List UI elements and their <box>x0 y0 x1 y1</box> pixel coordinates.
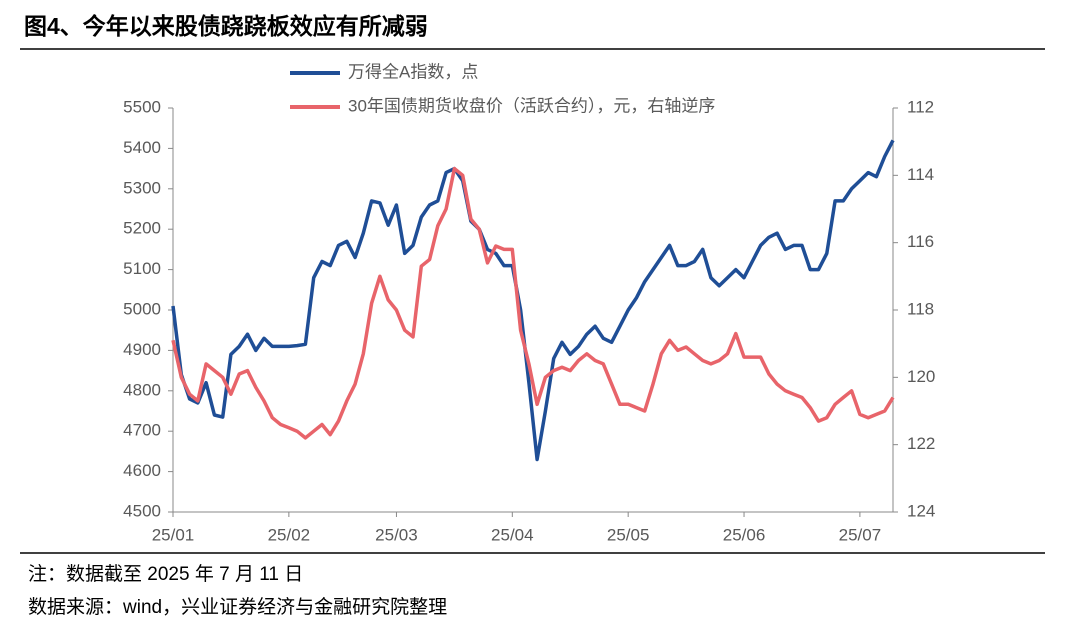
y-tick-label: 4500 <box>123 501 161 520</box>
y2-tick-label: 112 <box>907 97 934 116</box>
y-tick-label: 5400 <box>123 138 161 157</box>
series-line <box>171 139 895 462</box>
y2-tick-label: 118 <box>907 299 934 318</box>
y2-tick-label: 124 <box>907 501 935 520</box>
legend-label: 30年国债期货收盘价（活跃合约），元，右轴逆序 <box>348 96 715 115</box>
x-tick-label: 25/06 <box>723 525 766 544</box>
x-tick-label: 25/05 <box>607 525 650 544</box>
y-tick-label: 5500 <box>123 97 161 116</box>
y2-tick-label: 122 <box>907 434 935 453</box>
x-tick-label: 25/01 <box>152 525 195 544</box>
y-tick-label: 4900 <box>123 340 161 359</box>
x-tick-label: 25/03 <box>375 525 418 544</box>
y2-tick-label: 116 <box>907 232 934 251</box>
y-tick-label: 4600 <box>123 461 161 480</box>
y-tick-label: 4700 <box>123 421 161 440</box>
y-tick-label: 5000 <box>123 299 161 318</box>
y-tick-label: 4800 <box>123 380 161 399</box>
x-tick-label: 25/02 <box>268 525 311 544</box>
y-tick-label: 5100 <box>123 259 161 278</box>
x-tick-label: 25/07 <box>839 525 882 544</box>
y2-tick-label: 120 <box>907 367 935 386</box>
note: 注：数据截至 2025 年 7 月 11 日 <box>28 563 303 585</box>
y-tick-label: 5300 <box>123 178 161 197</box>
y2-tick-label: 114 <box>907 165 934 184</box>
title: 图4、今年以来股债跷跷板效应有所减弱 <box>24 13 428 39</box>
series-line <box>171 166 895 440</box>
y-tick-label: 5200 <box>123 219 161 238</box>
source: 数据来源：wind，兴业证券经济与金融研究院整理 <box>28 596 447 618</box>
legend-label: 万得全A指数，点 <box>348 62 478 81</box>
x-tick-label: 25/04 <box>491 525 534 544</box>
